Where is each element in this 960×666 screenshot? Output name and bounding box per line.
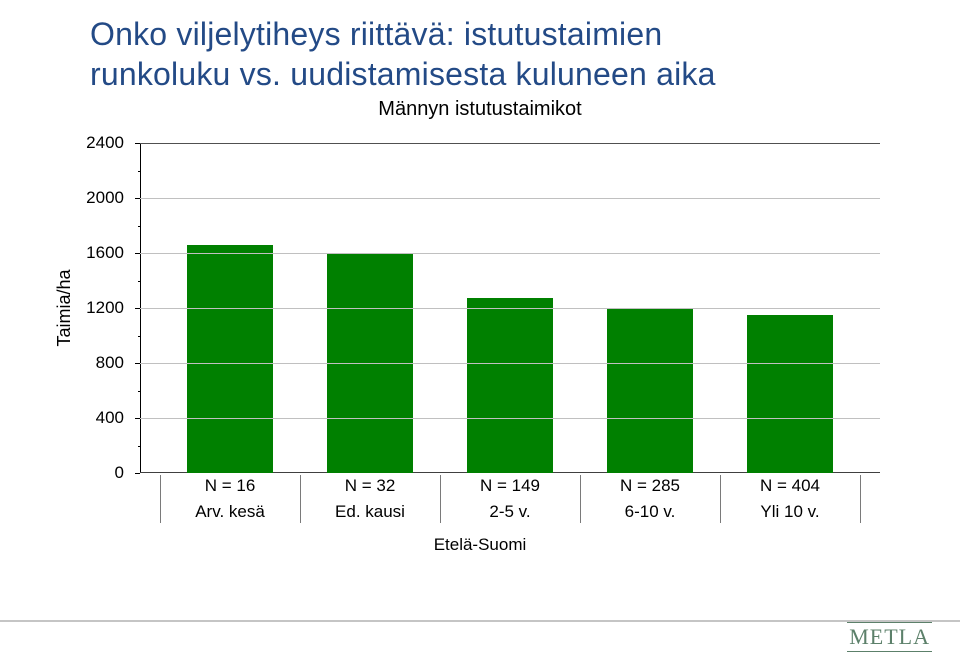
category-label: Yli 10 v.	[760, 499, 819, 525]
bar-rect	[467, 298, 554, 473]
gridline	[140, 418, 880, 419]
y-tick-minor	[138, 391, 140, 392]
category-separator	[580, 475, 581, 523]
bar-rect	[747, 315, 834, 473]
x-label-column: N = 2856-10 v.	[580, 473, 720, 525]
y-tick-minor	[138, 446, 140, 447]
chart-subtitle: Männyn istutustaimikot	[0, 98, 960, 121]
y-tick-label: 800	[80, 353, 132, 373]
footer: METLA	[0, 622, 960, 652]
y-tick-label: 2400	[80, 133, 132, 153]
gridline	[140, 308, 880, 309]
n-label: N = 32	[345, 473, 396, 499]
x-labels-row: N = 16Arv. kesäN = 32Ed. kausiN = 1492-5…	[140, 473, 880, 525]
y-tick-minor	[138, 336, 140, 337]
chart: Taimia/ha 04008001200160020002400 N = 16…	[80, 143, 880, 555]
category-separator	[720, 475, 721, 523]
n-label: N = 149	[480, 473, 540, 499]
bar-rect	[187, 245, 274, 473]
y-tick-minor	[138, 281, 140, 282]
y-tick-label: 0	[80, 463, 132, 483]
page: Onko viljelytiheys riittävä: istutustaim…	[0, 0, 960, 666]
title-line-2: runkoluku vs. uudistamisesta kuluneen ai…	[90, 54, 920, 94]
y-tick-minor	[138, 226, 140, 227]
gridline	[140, 198, 880, 199]
plot-area: Taimia/ha 04008001200160020002400	[80, 143, 880, 473]
category-label: 6-10 v.	[625, 499, 676, 525]
x-label-column: N = 1492-5 v.	[440, 473, 580, 525]
bottom-caption: Etelä-Suomi	[80, 535, 880, 555]
y-tick-label: 400	[80, 408, 132, 428]
y-axis-label: Taimia/ha	[54, 269, 75, 346]
n-label: N = 404	[760, 473, 820, 499]
gridline	[140, 363, 880, 364]
y-tick-label: 2000	[80, 188, 132, 208]
y-tick-label: 1600	[80, 243, 132, 263]
n-label: N = 285	[620, 473, 680, 499]
y-tick-minor	[138, 171, 140, 172]
category-label: 2-5 v.	[489, 499, 530, 525]
x-label-column: N = 404Yli 10 v.	[720, 473, 860, 525]
gridline	[140, 253, 880, 254]
y-tick-label: 1200	[80, 298, 132, 318]
gridline	[140, 143, 880, 144]
category-separator	[440, 475, 441, 523]
category-label: Arv. kesä	[195, 499, 265, 525]
category-separator	[300, 475, 301, 523]
x-label-column: N = 16Arv. kesä	[160, 473, 300, 525]
title-line-1: Onko viljelytiheys riittävä: istutustaim…	[90, 14, 920, 54]
metla-logo: METLA	[847, 622, 932, 652]
title-block: Onko viljelytiheys riittävä: istutustaim…	[0, 0, 960, 94]
category-separator	[160, 475, 161, 523]
category-label: Ed. kausi	[335, 499, 405, 525]
x-label-column: N = 32Ed. kausi	[300, 473, 440, 525]
category-separator	[860, 475, 861, 523]
n-label: N = 16	[205, 473, 256, 499]
bar-rect	[607, 309, 694, 473]
